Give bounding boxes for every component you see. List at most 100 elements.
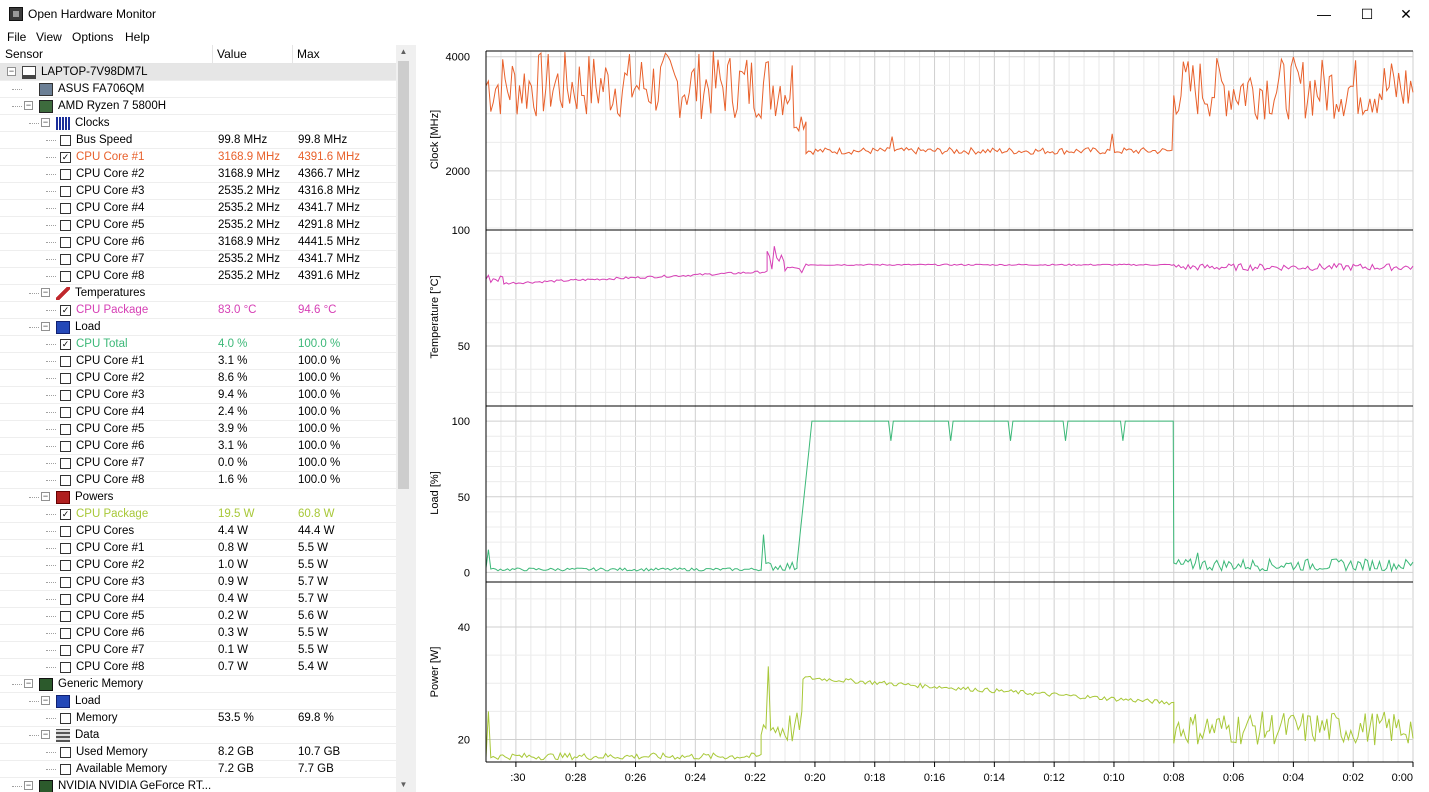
sensor-row[interactable]: CPU Core #5 2535.2 MHz 4291.8 MHz (0, 217, 396, 234)
sensor-row[interactable]: CPU Core #3 0.9 W 5.7 W (0, 574, 396, 591)
tree-node-row[interactable]: − AMD Ryzen 7 5800H (0, 98, 396, 115)
plot-checkbox[interactable] (60, 645, 71, 656)
tree-node-row[interactable]: ASUS FA706QM (0, 81, 396, 98)
tree-node-row[interactable]: − NVIDIA NVIDIA GeForce RT... (0, 778, 396, 792)
plot-checkbox[interactable] (60, 186, 71, 197)
sensor-row[interactable]: CPU Core #1 0.8 W 5.5 W (0, 540, 396, 557)
collapse-toggle-icon[interactable]: − (41, 729, 50, 739)
tree-node-row[interactable]: − Data (0, 727, 396, 744)
column-value[interactable]: Value (217, 47, 247, 61)
plot-checkbox[interactable] (60, 169, 71, 180)
sensor-row[interactable]: CPU Core #7 0.1 W 5.5 W (0, 642, 396, 659)
plot-checkbox[interactable]: ✓ (60, 152, 71, 163)
sensor-row[interactable]: CPU Core #8 1.6 % 100.0 % (0, 472, 396, 489)
tree-node-row[interactable]: − Clocks (0, 115, 396, 132)
plot-checkbox[interactable] (60, 254, 71, 265)
sensor-row[interactable]: CPU Core #4 2.4 % 100.0 % (0, 404, 396, 421)
plot-checkbox[interactable] (60, 764, 71, 775)
collapse-toggle-icon[interactable]: − (41, 321, 50, 331)
plot-checkbox[interactable] (60, 577, 71, 588)
collapse-toggle-icon[interactable]: − (41, 117, 50, 127)
sensor-row[interactable]: CPU Core #4 2535.2 MHz 4341.7 MHz (0, 200, 396, 217)
collapse-toggle-icon[interactable]: − (41, 491, 50, 501)
plot-checkbox[interactable] (60, 543, 71, 554)
collapse-toggle-icon[interactable]: − (41, 695, 50, 705)
pane-splitter[interactable] (411, 45, 416, 792)
plot-checkbox[interactable] (60, 441, 71, 452)
tree-node-row[interactable]: − Generic Memory (0, 676, 396, 693)
sensor-row[interactable]: Available Memory 7.2 GB 7.7 GB (0, 761, 396, 778)
menu-options[interactable]: Options (72, 30, 114, 44)
plot-checkbox[interactable] (60, 747, 71, 758)
sensor-row[interactable]: CPU Cores 4.4 W 44.4 W (0, 523, 396, 540)
sensor-row[interactable]: CPU Core #4 0.4 W 5.7 W (0, 591, 396, 608)
plot-checkbox[interactable] (60, 475, 71, 486)
collapse-toggle-icon[interactable]: − (24, 780, 33, 790)
sensor-row[interactable]: Used Memory 8.2 GB 10.7 GB (0, 744, 396, 761)
vertical-scrollbar[interactable]: ▲ ▼ (396, 45, 411, 792)
plot-checkbox[interactable] (60, 373, 71, 384)
sensor-row[interactable]: CPU Core #3 9.4 % 100.0 % (0, 387, 396, 404)
sensor-row[interactable]: CPU Core #6 3168.9 MHz 4441.5 MHz (0, 234, 396, 251)
menu-file[interactable]: File (7, 30, 27, 44)
collapse-toggle-icon[interactable]: − (24, 100, 33, 110)
sensor-row[interactable]: CPU Core #8 0.7 W 5.4 W (0, 659, 396, 676)
scroll-up-arrow-icon[interactable]: ▲ (399, 47, 408, 56)
collapse-toggle-icon[interactable]: − (41, 287, 50, 297)
sensor-row[interactable]: Bus Speed 99.8 MHz 99.8 MHz (0, 132, 396, 149)
plot-checkbox[interactable] (60, 271, 71, 282)
sensor-row[interactable]: ✓ CPU Package 19.5 W 60.8 W (0, 506, 396, 523)
tree-node-row[interactable]: − LAPTOP-7V98DM7L (0, 64, 396, 81)
plot-checkbox[interactable] (60, 611, 71, 622)
collapse-toggle-icon[interactable]: − (24, 678, 33, 688)
column-max[interactable]: Max (297, 47, 320, 61)
sensor-row[interactable]: CPU Core #6 3.1 % 100.0 % (0, 438, 396, 455)
sensor-row[interactable]: CPU Core #2 8.6 % 100.0 % (0, 370, 396, 387)
plot-checkbox[interactable] (60, 458, 71, 469)
sensor-row[interactable]: CPU Core #5 0.2 W 5.6 W (0, 608, 396, 625)
plot-checkbox[interactable]: ✓ (60, 509, 71, 520)
tree-node-row[interactable]: − Temperatures (0, 285, 396, 302)
sensor-row[interactable]: ✓ CPU Core #1 3168.9 MHz 4391.6 MHz (0, 149, 396, 166)
collapse-toggle-icon[interactable]: − (7, 66, 16, 76)
scroll-down-arrow-icon[interactable]: ▼ (399, 780, 408, 789)
menu-help[interactable]: Help (125, 30, 150, 44)
column-sensor[interactable]: Sensor (5, 47, 44, 61)
plot-checkbox[interactable] (60, 407, 71, 418)
plot-checkbox[interactable] (60, 356, 71, 367)
plot-checkbox[interactable] (60, 526, 71, 537)
column-divider[interactable] (212, 45, 213, 64)
sensor-row[interactable]: CPU Core #2 3168.9 MHz 4366.7 MHz (0, 166, 396, 183)
sensor-row[interactable]: CPU Core #7 2535.2 MHz 4341.7 MHz (0, 251, 396, 268)
sensor-row[interactable]: CPU Core #6 0.3 W 5.5 W (0, 625, 396, 642)
plot-checkbox[interactable] (60, 594, 71, 605)
sensor-row[interactable]: Memory 53.5 % 69.8 % (0, 710, 396, 727)
plot-checkbox[interactable] (60, 220, 71, 231)
sensor-row[interactable]: CPU Core #7 0.0 % 100.0 % (0, 455, 396, 472)
maximize-button[interactable]: ☐ (1360, 6, 1374, 22)
plot-checkbox[interactable] (60, 628, 71, 639)
plot-checkbox[interactable]: ✓ (60, 305, 71, 316)
menu-view[interactable]: View (36, 30, 62, 44)
plot-checkbox[interactable] (60, 424, 71, 435)
plot-checkbox[interactable] (60, 237, 71, 248)
plot-checkbox[interactable] (60, 135, 71, 146)
plot-checkbox[interactable] (60, 713, 71, 724)
plot-checkbox[interactable] (60, 560, 71, 571)
tree-node-row[interactable]: − Load (0, 693, 396, 710)
minimize-button[interactable]: — (1317, 6, 1331, 22)
plot-checkbox[interactable]: ✓ (60, 339, 71, 350)
sensor-row[interactable]: ✓ CPU Package 83.0 °C 94.6 °C (0, 302, 396, 319)
sensor-row[interactable]: CPU Core #1 3.1 % 100.0 % (0, 353, 396, 370)
scrollbar-thumb[interactable] (398, 61, 409, 489)
close-button[interactable]: ✕ (1400, 6, 1412, 22)
sensor-row[interactable]: CPU Core #2 1.0 W 5.5 W (0, 557, 396, 574)
tree-node-row[interactable]: − Load (0, 319, 396, 336)
sensor-row[interactable]: ✓ CPU Total 4.0 % 100.0 % (0, 336, 396, 353)
plot-checkbox[interactable] (60, 390, 71, 401)
sensor-row[interactable]: CPU Core #3 2535.2 MHz 4316.8 MHz (0, 183, 396, 200)
plot-checkbox[interactable] (60, 203, 71, 214)
tree-node-row[interactable]: − Powers (0, 489, 396, 506)
column-divider[interactable] (292, 45, 293, 64)
plot-checkbox[interactable] (60, 662, 71, 673)
